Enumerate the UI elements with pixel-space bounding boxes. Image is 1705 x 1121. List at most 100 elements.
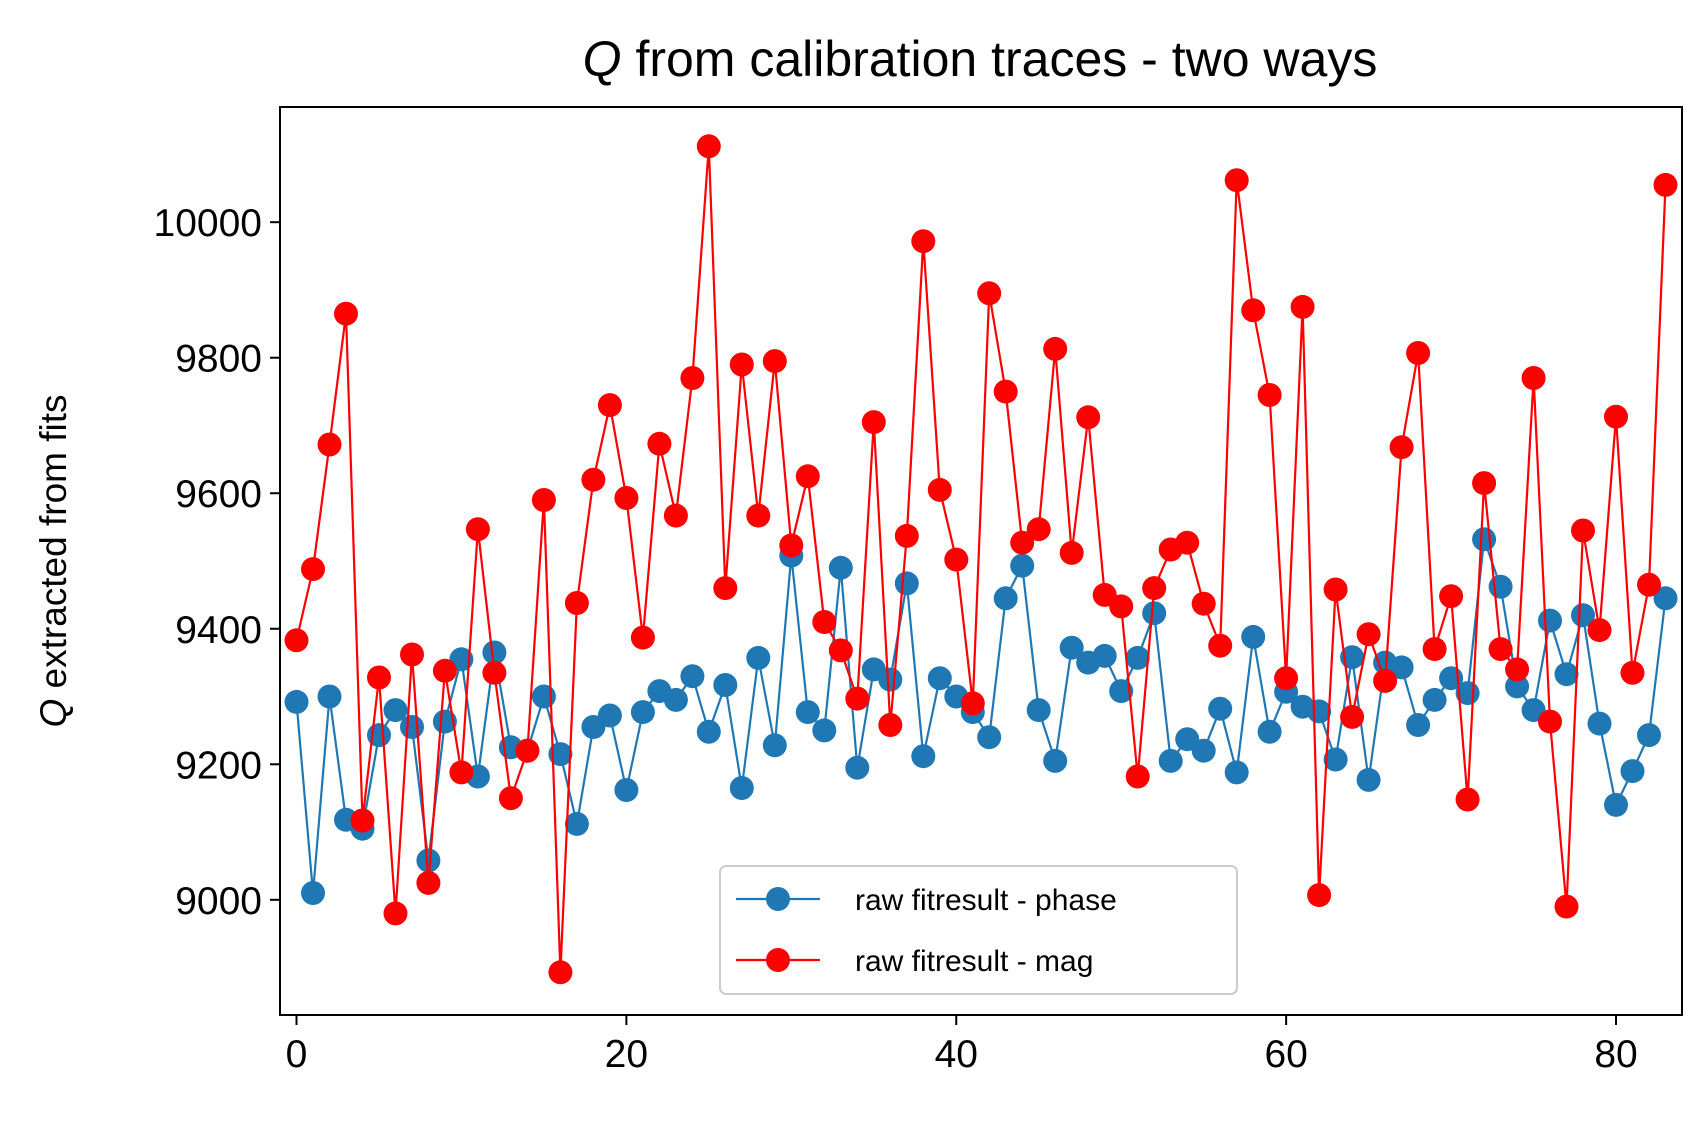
data-point xyxy=(828,638,853,663)
data-point xyxy=(647,431,672,456)
data-point xyxy=(927,666,952,691)
data-point xyxy=(564,591,589,615)
data-point xyxy=(614,778,639,802)
data-point xyxy=(597,703,622,728)
data-point xyxy=(1257,719,1282,744)
data-point xyxy=(828,555,853,580)
data-point xyxy=(1373,668,1398,693)
data-point xyxy=(977,725,1002,750)
data-point xyxy=(301,557,325,582)
data-point xyxy=(1554,662,1579,687)
data-point xyxy=(861,410,886,435)
data-point xyxy=(284,628,309,653)
data-point xyxy=(845,686,870,711)
data-point xyxy=(680,366,705,390)
data-point xyxy=(432,658,457,683)
y-axis-label-text: extracted from fits xyxy=(33,394,74,698)
data-point xyxy=(1208,696,1233,721)
y-axis-label-symbol: Q xyxy=(33,699,74,728)
data-point xyxy=(1637,723,1661,748)
legend-label-mag: raw fitresult - mag xyxy=(855,945,1093,978)
data-point xyxy=(762,733,787,758)
data-point xyxy=(1191,738,1216,763)
data-point xyxy=(729,352,754,377)
data-point xyxy=(531,488,556,512)
data-point xyxy=(845,755,870,780)
series-layer xyxy=(284,134,1678,985)
series-raw-fitresult-phase xyxy=(284,527,1678,905)
data-point xyxy=(465,517,490,542)
data-point xyxy=(878,667,903,692)
data-point xyxy=(614,486,639,510)
data-point xyxy=(1554,894,1579,919)
data-point xyxy=(1389,655,1414,680)
data-point xyxy=(911,744,936,769)
y-tick-label: 9800 xyxy=(175,338,262,381)
data-point xyxy=(1059,540,1084,565)
data-point xyxy=(795,700,820,725)
data-point xyxy=(1010,553,1035,578)
data-point xyxy=(1406,341,1431,365)
chart-title-text: from calibration traces - two ways xyxy=(622,31,1378,87)
data-point xyxy=(713,576,738,601)
chart-title-symbol: Q xyxy=(583,31,622,87)
y-tick-label: 9400 xyxy=(175,609,262,652)
data-point xyxy=(1538,608,1562,633)
data-point xyxy=(1604,792,1628,817)
data-point xyxy=(449,760,474,785)
data-point xyxy=(1158,748,1183,773)
data-point xyxy=(1257,383,1282,407)
data-point xyxy=(334,301,358,326)
data-point xyxy=(927,477,952,502)
data-point xyxy=(878,713,903,737)
data-point xyxy=(1125,764,1150,789)
y-tick-label: 10000 xyxy=(154,202,262,245)
data-point xyxy=(812,718,837,743)
data-point xyxy=(894,571,919,596)
data-point xyxy=(1142,576,1167,601)
y-axis-label: Q extracted from fits xyxy=(33,394,74,727)
data-point xyxy=(894,523,919,548)
data-point xyxy=(1653,172,1678,197)
data-point xyxy=(680,664,705,689)
data-point xyxy=(400,642,424,667)
data-point xyxy=(1653,586,1678,611)
data-point xyxy=(977,281,1002,306)
legend-box xyxy=(719,865,1238,995)
data-point xyxy=(1455,787,1480,812)
data-point xyxy=(1224,760,1249,785)
data-point xyxy=(1587,711,1612,736)
data-point xyxy=(1637,572,1661,597)
data-point xyxy=(1076,405,1101,430)
data-point xyxy=(1521,366,1546,390)
data-point xyxy=(1241,624,1266,649)
data-point xyxy=(581,467,606,492)
y-tick-label: 9200 xyxy=(175,744,262,787)
data-point xyxy=(1208,633,1233,658)
data-point xyxy=(1620,759,1645,784)
data-point xyxy=(498,786,523,811)
chart-title: Q from calibration traces - two ways xyxy=(583,31,1378,87)
data-point xyxy=(1323,747,1348,772)
data-point xyxy=(383,901,408,926)
data-point xyxy=(416,848,441,873)
x-tick-label: 20 xyxy=(605,1033,648,1076)
y-tick-label: 9600 xyxy=(175,473,262,516)
data-point xyxy=(1472,527,1497,552)
data-point xyxy=(1307,883,1332,908)
data-point xyxy=(367,665,391,690)
legend-label-phase: raw fitresult - phase xyxy=(855,884,1117,917)
data-point xyxy=(713,673,738,697)
data-point xyxy=(284,689,309,714)
data-point xyxy=(482,660,507,685)
data-point xyxy=(1043,336,1068,361)
data-point xyxy=(482,640,507,665)
data-point xyxy=(1142,601,1167,626)
data-point xyxy=(1422,637,1447,662)
data-point xyxy=(696,134,721,159)
data-point xyxy=(1505,657,1530,682)
data-point xyxy=(1092,643,1117,668)
data-point xyxy=(1125,645,1150,670)
data-point xyxy=(1505,674,1530,699)
data-point xyxy=(663,503,688,528)
